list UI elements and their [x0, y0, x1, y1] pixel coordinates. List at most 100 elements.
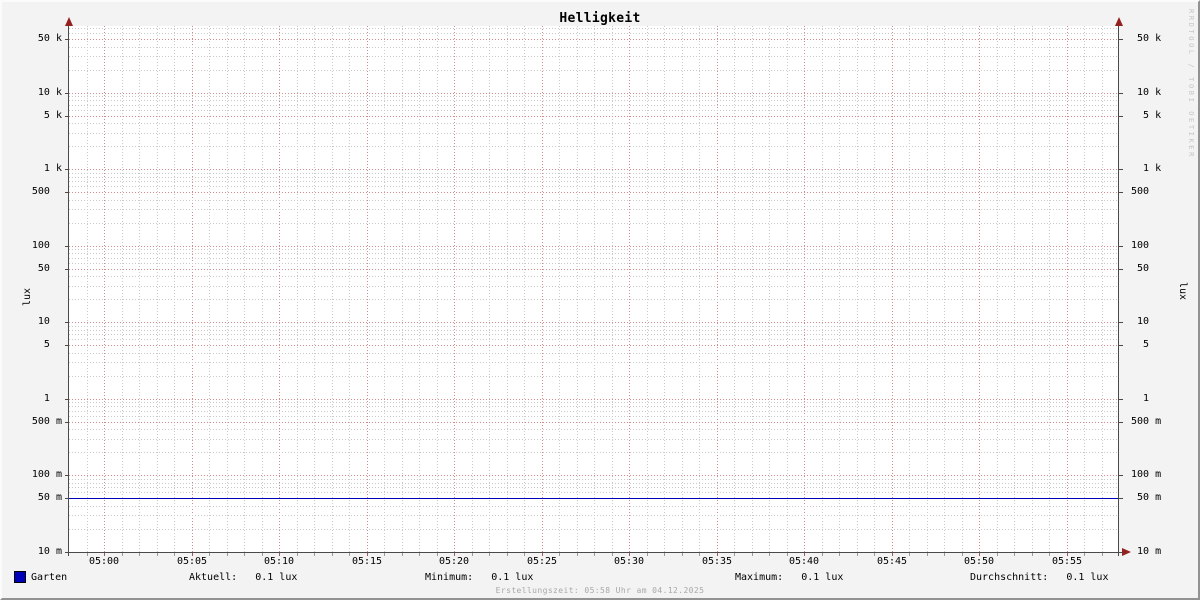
y-axis-tick-label-right: 100 [1131, 240, 1150, 251]
x-axis-tick-mark [752, 553, 753, 556]
x-axis-tick-mark [402, 553, 403, 556]
x-axis-tick-mark [279, 553, 280, 556]
x-axis-tick-mark [577, 553, 578, 556]
y-axis-tick-label-right: 1 k [1131, 163, 1162, 174]
y-axis-tick-label-left: 50 k [31, 33, 62, 44]
x-axis-tick-mark [524, 553, 525, 556]
x-axis-tick-mark [122, 553, 123, 556]
y-axis-tick-label-right: 5 [1131, 339, 1150, 350]
x-axis-tick-mark [857, 553, 858, 556]
x-axis-tick-mark [682, 553, 683, 556]
x-axis-tick-mark [489, 553, 490, 556]
x-axis-tick-mark [384, 553, 385, 556]
x-axis-tick-mark [437, 553, 438, 556]
y-axis-tick-label-right: 1 [1131, 393, 1150, 404]
y-axis-tick-mark [65, 322, 69, 323]
x-axis-tick-label: 05:05 [176, 556, 208, 567]
y-axis-tick-label-left: 1 k [31, 163, 62, 174]
x-axis-tick-mark [927, 553, 928, 556]
x-axis-tick-mark [1102, 553, 1103, 556]
x-axis-tick-mark [804, 553, 805, 556]
creation-time-text: Erstellungszeit: 05:58 Uhr am 04.12.2025 [495, 586, 705, 595]
x-axis-tick-mark [227, 553, 228, 556]
stat-durchschnitt: Durchschnitt: 0.1 lux [970, 572, 1109, 583]
chart-title: Helligkeit [559, 11, 641, 26]
x-axis-tick-mark [979, 553, 980, 556]
y-axis-tick-mark [65, 269, 69, 270]
y-axis-tick-label-right: 50 k [1131, 33, 1162, 44]
y-axis-tick-label-left: 5 [31, 339, 62, 350]
x-axis-tick-mark [717, 553, 718, 556]
stat-maximum: Maximum: 0.1 lux [735, 572, 844, 583]
x-axis-tick-mark [822, 553, 823, 556]
x-axis-tick-mark [787, 553, 788, 556]
stat-aktuell: Aktuell: 0.1 lux [189, 572, 298, 583]
x-axis-tick-mark [332, 553, 333, 556]
x-axis-tick-mark [454, 553, 455, 556]
y-axis-tick-label-left: 10 [31, 316, 62, 327]
x-axis-tick-mark [699, 553, 700, 556]
x-axis-tick-label: 05:20 [438, 556, 470, 567]
y-axis-tick-mark [1119, 552, 1123, 553]
x-axis-tick-mark [262, 553, 263, 556]
x-axis-tick-mark [367, 553, 368, 556]
x-axis-tick-mark [419, 553, 420, 556]
y-axis-tick-label-left: 50 m [31, 492, 62, 503]
y-axis-tick-label-left: 50 [31, 263, 62, 274]
y-axis-tick-mark [65, 475, 69, 476]
legend-series-label: Garten [31, 572, 68, 583]
y-axis-tick-label-left: 100 m [31, 469, 62, 480]
x-axis-tick-label: 05:00 [88, 556, 120, 567]
y-axis-tick-label-right: 500 m [1131, 416, 1162, 427]
plot-area [69, 26, 1119, 552]
x-axis-tick-mark [892, 553, 893, 556]
x-axis-tick-mark [1067, 553, 1068, 556]
rrdtool-watermark: RRDTOOL / TOBI OETIKER [1187, 9, 1195, 159]
y-axis-tick-label-left: 5 k [31, 110, 62, 121]
x-axis-tick-mark [944, 553, 945, 556]
x-axis-tick-mark [647, 553, 648, 556]
y-axis-tick-label-right: 500 [1131, 186, 1150, 197]
y-axis-tick-mark [1119, 422, 1123, 423]
y-axis-tick-mark [1119, 475, 1123, 476]
y-axis-tick-mark [1119, 246, 1123, 247]
y-axis-tick-mark [1119, 322, 1123, 323]
x-axis-tick-mark [962, 553, 963, 556]
x-axis-tick-mark [192, 553, 193, 556]
y-axis-tick-mark [1119, 192, 1123, 193]
y-axis-tick-label-left: 100 [31, 240, 62, 251]
y-axis-tick-mark [65, 116, 69, 117]
x-axis-tick-mark [1049, 553, 1050, 556]
y-axis-right-arrow-icon [1115, 17, 1123, 26]
x-axis-tick-mark [314, 553, 315, 556]
x-axis-tick-mark [139, 553, 140, 556]
y-axis-tick-mark [65, 39, 69, 40]
y-axis-tick-mark [65, 422, 69, 423]
x-axis-tick-mark [507, 553, 508, 556]
x-axis-tick-label: 05:10 [263, 556, 295, 567]
y-axis-tick-label-right: 10 k [1131, 87, 1162, 98]
x-axis-tick-mark [1014, 553, 1015, 556]
grid-and-series-canvas [69, 26, 1119, 552]
x-axis-tick-mark [1084, 553, 1085, 556]
y-axis-tick-label-left: 10 k [31, 87, 62, 98]
y-axis-tick-mark [65, 345, 69, 346]
x-axis-tick-mark [542, 553, 543, 556]
y-axis-right-line [1118, 26, 1119, 556]
x-axis-tick-mark [839, 553, 840, 556]
legend-swatch [14, 571, 26, 583]
x-axis-tick-label: 05:55 [1051, 556, 1083, 567]
y-axis-tick-mark [1119, 498, 1123, 499]
x-axis-tick-mark [559, 553, 560, 556]
x-axis-tick-mark [297, 553, 298, 556]
x-axis-tick-mark [874, 553, 875, 556]
y-axis-tick-mark [65, 246, 69, 247]
stat-minimum: Minimum: 0.1 lux [425, 572, 534, 583]
y-axis-tick-mark [65, 552, 69, 553]
x-axis-tick-mark [349, 553, 350, 556]
y-axis-tick-label-right: 10 m [1131, 546, 1162, 557]
y-axis-tick-label-right: 50 [1131, 263, 1150, 274]
y-axis-unit-left: lux [22, 287, 33, 307]
x-axis-tick-mark [104, 553, 105, 556]
x-axis-tick-mark [629, 553, 630, 556]
